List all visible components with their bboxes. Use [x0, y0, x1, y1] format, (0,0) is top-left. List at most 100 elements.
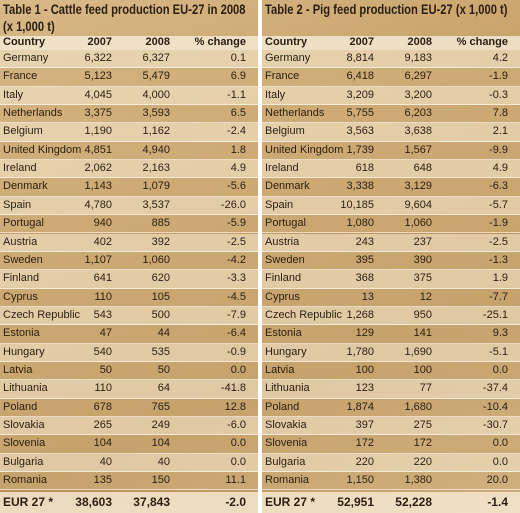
value-2008: 3,638 — [404, 125, 432, 138]
value-2007: 4,045 — [84, 88, 112, 101]
data-row: United Kingdom 1,739 1,567 -9.9 — [262, 141, 520, 161]
value-2007: 10,185 — [340, 198, 374, 211]
data-row: Bulgaria 220 220 0.0 — [262, 453, 520, 473]
percent-change: 0.1 — [230, 52, 246, 64]
data-row: Slovenia 172 172 0.0 — [262, 435, 520, 454]
data-row: United Kingdom 4,851 4,940 1.8 — [0, 141, 258, 161]
value-2007: 368 — [355, 272, 374, 285]
value-2007: 13 — [361, 290, 374, 303]
data-row: Austria 402 392 -2.5 — [0, 233, 258, 252]
value-2007: 395 — [355, 253, 374, 266]
country: Poland — [265, 400, 300, 413]
country: Italy — [265, 88, 286, 101]
value-2008: 5,479 — [142, 70, 170, 83]
table-title: Table 1 - Cattle feed production EU-27 i… — [3, 1, 246, 34]
data-row: Lithuania 123 77 -37.4 — [262, 380, 520, 399]
value-2008: 6,203 — [404, 107, 432, 120]
table-pig: Table 2 - Pig feed production EU-27 (x 1… — [262, 0, 520, 513]
country: Romania — [265, 474, 310, 487]
value-2008: 3,129 — [404, 180, 432, 193]
value-2007: 678 — [93, 400, 112, 413]
value-2007: 3,209 — [346, 88, 374, 101]
percent-change: 4.9 — [230, 162, 246, 175]
value-2007: 2,062 — [84, 162, 112, 175]
value-2008: 104 — [151, 437, 170, 450]
data-row: Hungary 540 535 -0.9 — [0, 343, 258, 362]
value-2007: 397 — [355, 419, 374, 431]
header-row: Country 2007 2008 % change — [262, 36, 520, 50]
percent-change: -4.2 — [227, 253, 246, 266]
value-2007: 123 — [355, 382, 374, 395]
value-2007: 3,563 — [346, 125, 374, 138]
percent-change: % change — [456, 36, 508, 48]
percent-change: 0.0 — [492, 437, 508, 450]
country: Bulgaria — [3, 455, 44, 468]
data-row: Poland 678 765 12.8 — [0, 398, 258, 417]
country: Belgium — [265, 125, 305, 138]
country: Ireland — [3, 162, 37, 175]
percent-change: -6.0 — [227, 419, 246, 431]
value-2007: 100 — [355, 363, 374, 376]
value-2007: 1,874 — [346, 400, 374, 413]
data-row: Slovakia 265 249 -6.0 — [0, 417, 258, 436]
data-row: Finland 641 620 -3.3 — [0, 270, 258, 289]
value-2008: 172 — [413, 437, 432, 450]
percent-change: 0.0 — [492, 363, 508, 376]
percent-change: 0.0 — [492, 455, 508, 468]
country: Lithuania — [265, 382, 310, 395]
value-2008: 249 — [151, 419, 170, 431]
divider — [258, 0, 262, 513]
value-2007: 1,150 — [346, 474, 374, 487]
country: United Kingdom — [3, 143, 82, 156]
header-row: Country 2007 2008 % change — [0, 36, 258, 50]
percent-change: -1.3 — [489, 253, 508, 266]
percent-change: -2.5 — [227, 235, 246, 248]
data-row: Bulgaria 40 40 0.0 — [0, 453, 258, 473]
percent-change: -0.3 — [489, 88, 508, 101]
data-row: Romania 1,150 1,380 20.0 — [262, 472, 520, 491]
value-2007: 3,338 — [346, 180, 374, 193]
value-2008: 237 — [413, 235, 432, 248]
data-row: Estonia 129 141 9.3 — [262, 325, 520, 344]
value-2008: 6,297 — [404, 70, 432, 83]
value-2007: 3,375 — [84, 107, 112, 120]
country: Portugal — [265, 217, 306, 230]
percent-change: -2.4 — [227, 125, 246, 138]
percent-change: -1.9 — [489, 70, 508, 83]
percent-change: 4.2 — [492, 52, 508, 64]
value-2007: 220 — [355, 455, 374, 468]
country: Latvia — [3, 363, 33, 376]
table-title: Table 2 - Pig feed production EU-27 (x 1… — [265, 1, 508, 17]
country: Hungary — [3, 345, 45, 358]
value-2008: 1,380 — [404, 474, 432, 487]
data-row: Sweden 395 390 -1.3 — [262, 251, 520, 271]
percent-change: 12.8 — [224, 400, 246, 413]
value-2008: 4,940 — [142, 143, 170, 156]
value-2007: 1,080 — [346, 217, 374, 230]
country: Belgium — [3, 125, 43, 138]
data-row: Belgium 1,190 1,162 -2.4 — [0, 123, 258, 142]
country: Slovakia — [3, 419, 45, 431]
value-2008: 100 — [413, 363, 432, 376]
value-2007: 1,190 — [84, 125, 112, 138]
country: Finland — [3, 272, 40, 285]
value-2008: 535 — [151, 345, 170, 358]
value-2008: 500 — [151, 308, 170, 321]
data-row: Czech Republic 1,268 950 -25.1 — [262, 306, 520, 326]
value-2007: 110 — [94, 382, 112, 395]
percent-change: -6.4 — [227, 327, 246, 340]
table-cattle: Table 1 - Cattle feed production EU-27 i… — [0, 0, 258, 513]
percent-change: -5.6 — [227, 180, 246, 193]
data-row: Finland 368 375 1.9 — [262, 270, 520, 289]
data-row: Latvia 50 50 0.0 — [0, 361, 258, 381]
value-2008: 1,162 — [142, 125, 170, 138]
value-2007: 243 — [355, 235, 374, 248]
country: Spain — [3, 198, 32, 211]
percent-change: -6.3 — [489, 180, 508, 193]
percent-change: 20.0 — [486, 474, 508, 487]
value-2008: 9,604 — [404, 198, 432, 211]
percent-change: % change — [194, 36, 246, 48]
data-row: Italy 4,045 4,000 -1.1 — [0, 86, 258, 106]
value-2007: 6,322 — [84, 52, 112, 64]
value-2008: 2,163 — [142, 162, 170, 175]
